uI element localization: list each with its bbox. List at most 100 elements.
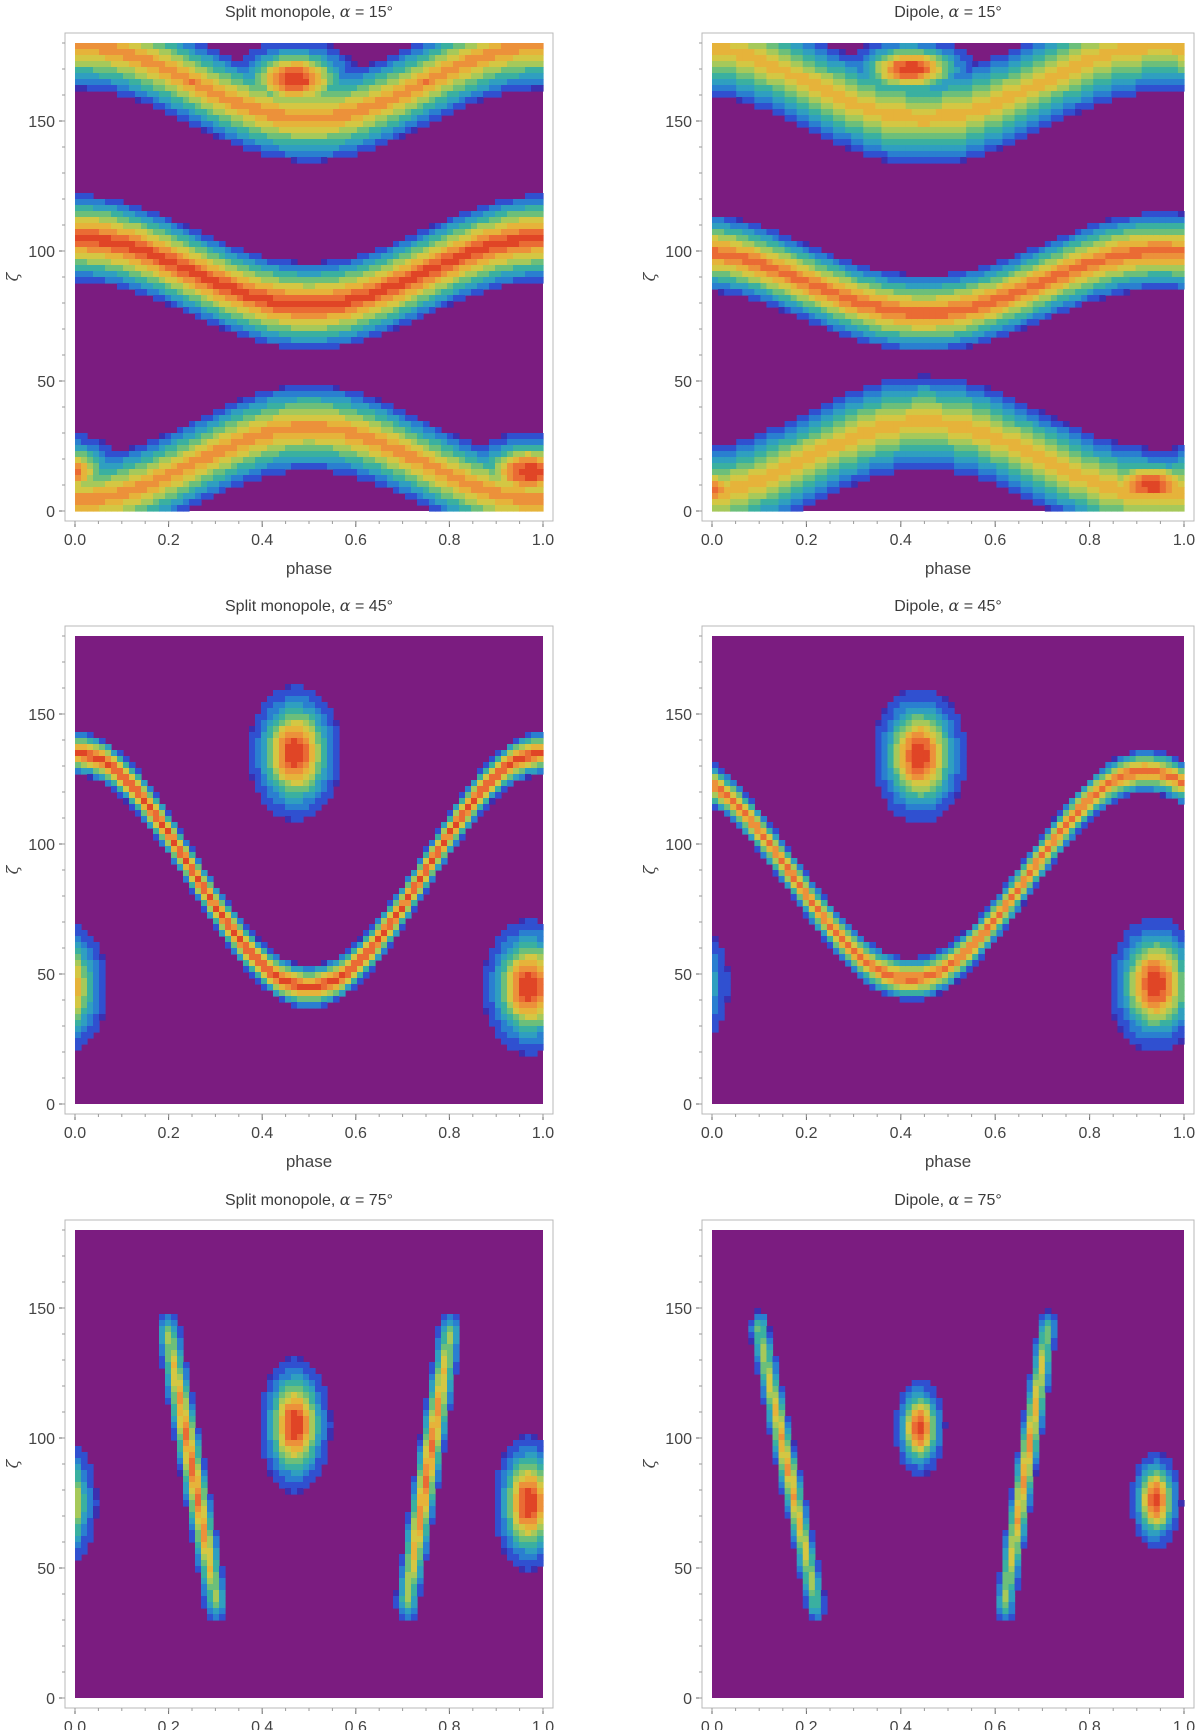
contour-cell — [351, 337, 358, 344]
contour-cell — [267, 457, 274, 464]
contour-cell — [339, 85, 346, 92]
contour-cell — [327, 85, 334, 92]
contour-cell — [255, 427, 262, 434]
contour-cell — [261, 433, 268, 440]
contour-cell — [267, 91, 274, 98]
contour-cell — [237, 421, 244, 428]
contour-cell — [189, 103, 196, 110]
contour-cell — [249, 325, 256, 332]
contour-cell — [213, 55, 220, 62]
contour-cell — [255, 253, 262, 260]
contour-cell — [225, 301, 232, 308]
contour-cell — [201, 247, 208, 254]
contour-cell — [309, 343, 316, 350]
contour-cell — [363, 97, 370, 104]
contour-cell — [267, 421, 274, 428]
contour-cell — [105, 475, 112, 482]
contour-cell — [165, 61, 172, 68]
contour-cell — [219, 313, 226, 320]
contour-cell — [75, 79, 82, 86]
contour-cell — [237, 283, 244, 290]
contour-cell — [225, 433, 232, 440]
contour-cell — [267, 325, 274, 332]
contour-cell — [243, 427, 250, 434]
contour-cell — [129, 229, 136, 236]
contour-cell — [135, 73, 142, 80]
contour-cell — [117, 259, 124, 266]
contour-cell — [207, 97, 214, 104]
contour-cell — [291, 403, 298, 410]
contour-cell — [159, 55, 166, 62]
contour-cell — [279, 319, 286, 326]
contour-cell — [111, 259, 118, 266]
contour-cell — [339, 97, 346, 104]
contour-cell — [291, 91, 298, 98]
contour-cell — [81, 235, 88, 242]
contour-cell — [171, 487, 178, 494]
contour-cell — [279, 103, 286, 110]
contour-cell — [87, 85, 94, 92]
contour-cell — [279, 385, 286, 392]
contour-cell — [321, 391, 328, 398]
contour-cell — [201, 67, 208, 74]
contour-cell — [333, 445, 340, 452]
contour-cell — [333, 109, 340, 116]
contour-cell — [159, 463, 166, 470]
contour-cell — [267, 463, 274, 470]
contour-cell — [171, 103, 178, 110]
contour-cell — [237, 91, 244, 98]
contour-cell — [345, 91, 352, 98]
contour-cell — [339, 301, 346, 308]
contour-cell — [375, 91, 382, 98]
contour-cell — [213, 241, 220, 248]
contour-cell — [243, 319, 250, 326]
contour-cell — [135, 223, 142, 230]
contour-cell — [237, 109, 244, 116]
contour-cell — [225, 271, 232, 278]
contour-cell — [369, 265, 376, 272]
contour-cell — [255, 283, 262, 290]
contour-cell — [225, 127, 232, 134]
contour-cell — [171, 283, 178, 290]
contour-cell — [129, 277, 136, 284]
contour-cell — [159, 103, 166, 110]
contour-cell — [129, 493, 136, 500]
contour-cell — [225, 409, 232, 416]
contour-cell — [285, 319, 292, 326]
contour-cell — [333, 61, 340, 68]
contour-cell — [285, 397, 292, 404]
contour-cell — [99, 463, 106, 470]
contour-cell — [165, 85, 172, 92]
contour-cell — [177, 433, 184, 440]
contour-cell — [291, 289, 298, 296]
contour-cell — [237, 133, 244, 140]
contour-cell — [147, 235, 154, 242]
contour-cell — [225, 133, 232, 140]
contour-cell — [369, 397, 376, 404]
contour-cell — [255, 319, 262, 326]
contour-cell — [219, 127, 226, 134]
contour-cell — [261, 295, 268, 302]
contour-cell — [141, 475, 148, 482]
contour-cell — [303, 427, 310, 434]
contour-cell — [267, 259, 274, 266]
contour-cell — [183, 229, 190, 236]
contour-cell — [171, 463, 178, 470]
contour-cell — [219, 133, 226, 140]
contour-cell — [153, 253, 160, 260]
contour-cell — [153, 499, 160, 506]
contour-cell — [339, 331, 346, 338]
contour-cell — [213, 109, 220, 116]
contour-cell — [159, 259, 166, 266]
contour-cell — [231, 403, 238, 410]
contour-cell — [99, 217, 106, 224]
contour-cell — [201, 469, 208, 476]
contour-cell — [363, 109, 370, 116]
contour-cell — [177, 235, 184, 242]
contour-cell — [321, 73, 328, 80]
contour-cell — [213, 91, 220, 98]
contour-cell — [81, 499, 88, 506]
contour-cell — [249, 307, 256, 314]
contour-cell — [135, 487, 142, 494]
contour-cell — [93, 223, 100, 230]
